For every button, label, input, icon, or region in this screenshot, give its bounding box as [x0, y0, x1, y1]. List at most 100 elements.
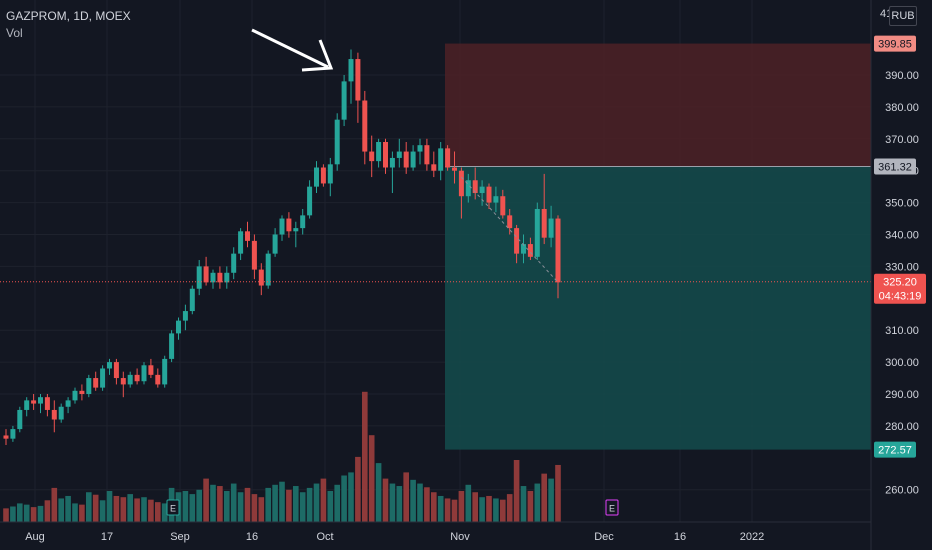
candle-body — [521, 244, 526, 254]
candle — [348, 49, 354, 104]
price-tick-label: 300.00 — [885, 357, 919, 369]
candle-body — [452, 167, 457, 171]
candle — [279, 215, 285, 241]
earnings-marker-upcoming[interactable]: E — [605, 499, 619, 516]
time-tick-label: 16 — [246, 531, 258, 543]
last-price-tag: 325.20 04:43:19 — [874, 273, 926, 304]
volume-bar — [10, 506, 16, 522]
candle-body — [3, 435, 9, 439]
candle-body — [320, 167, 326, 184]
time-tick-label: 2022 — [740, 531, 764, 543]
candle — [424, 138, 430, 171]
candle — [417, 138, 423, 165]
candle-body — [445, 148, 451, 168]
candle — [238, 228, 244, 261]
volume-bar — [417, 483, 423, 522]
candle — [93, 371, 99, 391]
take-profit-zone[interactable] — [445, 166, 871, 450]
candle-body — [486, 186, 492, 203]
countdown-text: 04:43:19 — [879, 291, 922, 303]
volume-bar — [286, 489, 292, 522]
candle-body — [210, 272, 216, 283]
candle-body — [458, 170, 464, 197]
candle-body — [314, 167, 319, 187]
candle-body — [203, 266, 209, 283]
volume-bar — [106, 491, 113, 522]
volume-bar — [431, 492, 437, 522]
marker-label: E — [170, 504, 176, 514]
volume-indicator-label[interactable]: Vol — [6, 26, 23, 40]
currency-button[interactable]: RUB — [889, 6, 917, 26]
volume-bar — [299, 492, 306, 522]
candle — [120, 371, 126, 398]
volume-bar — [293, 486, 299, 522]
candle-body — [286, 218, 292, 232]
candle-body — [162, 358, 168, 385]
candle — [107, 358, 112, 375]
candle — [210, 269, 216, 289]
candle-body — [72, 390, 78, 401]
volume-bar — [500, 499, 506, 522]
stop-price-tag-bg — [874, 35, 916, 52]
candle-body — [127, 374, 133, 385]
price-tick-label: 330.00 — [885, 261, 919, 273]
candle — [465, 173, 471, 203]
candle — [3, 429, 9, 446]
stop-loss-zone[interactable] — [445, 43, 871, 167]
candle — [176, 317, 181, 340]
volume-bar — [320, 478, 327, 522]
volume-bar — [479, 497, 485, 522]
candle-body — [293, 228, 299, 232]
candle — [396, 138, 402, 168]
volume-bar — [92, 494, 99, 522]
legend: GAZPROM, 1D, MOEX Vol — [6, 8, 131, 42]
candle-body — [65, 400, 71, 407]
earnings-marker-past[interactable]: E — [166, 499, 180, 516]
volume-bar — [251, 494, 258, 522]
volume-bar — [65, 495, 71, 522]
price-tick-label: 290.00 — [885, 389, 919, 401]
candle-body — [169, 333, 175, 359]
volume-bar — [3, 508, 9, 522]
candle-body — [431, 164, 437, 171]
stop-price-tag-text: 399.85 — [878, 39, 912, 51]
candle — [38, 394, 43, 414]
candle-body — [472, 180, 478, 194]
candle-body — [555, 218, 561, 283]
candle — [431, 151, 437, 178]
volume-bar — [313, 483, 320, 522]
volume-bar — [279, 481, 285, 522]
candle-body — [265, 253, 271, 286]
volume-bar — [355, 456, 361, 522]
volume-bar — [444, 498, 451, 522]
risk-reward-tool[interactable] — [445, 43, 871, 450]
candle — [134, 368, 140, 385]
candle — [58, 403, 64, 423]
candle-body — [403, 151, 409, 168]
candle — [162, 355, 168, 388]
target-price-tag-bg — [874, 441, 916, 458]
candle-body — [51, 409, 57, 420]
candle-body — [79, 390, 85, 394]
candle-body — [44, 397, 50, 410]
arrow-annotation[interactable] — [251, 28, 329, 69]
target-price-tag-text: 272.57 — [878, 445, 912, 457]
candle-body — [389, 157, 395, 168]
candle — [10, 425, 16, 442]
price-tick-label: 310.00 — [885, 325, 919, 337]
volume-bar — [458, 491, 465, 522]
volume-bar — [410, 479, 416, 522]
price-tick-label: 380.00 — [885, 102, 919, 114]
candle — [500, 189, 506, 219]
volume-bar — [382, 478, 389, 522]
volume-bar — [541, 473, 547, 522]
volume-bar — [341, 475, 347, 522]
candle — [224, 266, 230, 289]
candle-body — [307, 186, 313, 216]
volume-bar — [465, 484, 472, 522]
candle-body — [362, 100, 368, 152]
candle — [265, 250, 271, 289]
symbol-title[interactable]: GAZPROM, 1D, MOEX — [6, 9, 131, 23]
volume-bar — [389, 483, 396, 522]
